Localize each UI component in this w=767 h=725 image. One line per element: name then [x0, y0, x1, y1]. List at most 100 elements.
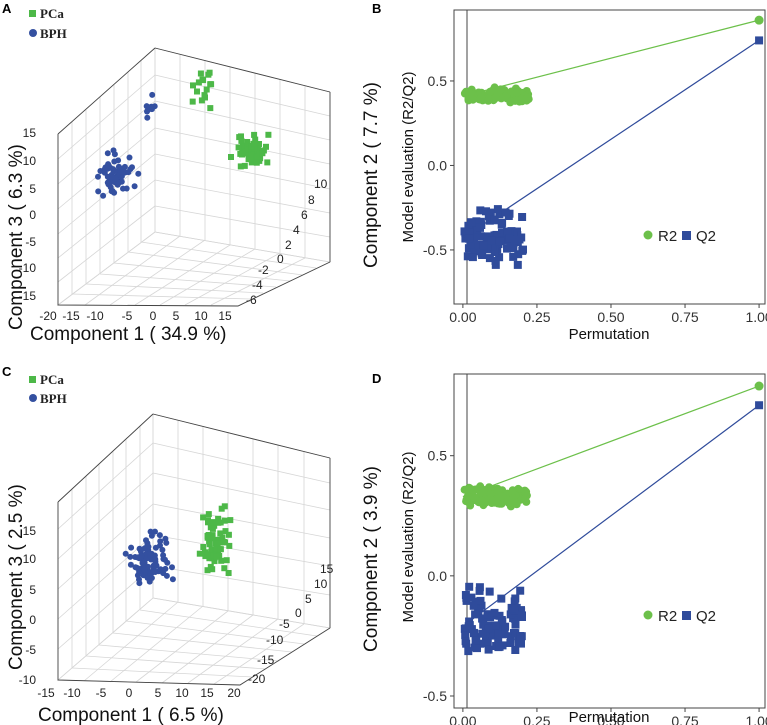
- bph-point: [125, 169, 132, 176]
- pca-point: [221, 517, 228, 524]
- x-tick-label: 0.75: [671, 309, 698, 325]
- panel-c-3d-grid: [56, 413, 332, 686]
- pca-point: [211, 522, 218, 529]
- pca-point: [226, 542, 233, 549]
- pca-point: [259, 150, 266, 157]
- pca-point: [236, 134, 243, 141]
- x-tick-label: 1.00: [745, 309, 767, 325]
- q2-point: [497, 594, 506, 603]
- q2-point: [518, 613, 526, 621]
- legend-r2-marker: [643, 230, 653, 240]
- panel-a-legend: PCa BPH: [29, 6, 67, 41]
- legend-r2-label: R2: [658, 228, 677, 245]
- y-tick-label: -0.5: [423, 242, 447, 258]
- bph-point: [152, 569, 159, 575]
- x-tick-label: 0.75: [671, 713, 698, 725]
- pca-point: [208, 546, 215, 553]
- panel-a-xtick: 10: [194, 309, 208, 323]
- panel-a-points: [95, 69, 272, 199]
- q2-point: [465, 621, 474, 630]
- bph-point: [128, 544, 135, 551]
- q2-point: [511, 236, 520, 244]
- panel-c-xtick: -10: [63, 686, 81, 700]
- q2-point: [486, 629, 495, 637]
- legend-bph-marker: [29, 394, 37, 402]
- panel-d-x-label: Permutation: [569, 709, 650, 725]
- q2-point: [490, 627, 499, 636]
- q2-point: [510, 597, 519, 606]
- bph-point: [169, 564, 175, 571]
- bph-point: [126, 154, 133, 161]
- legend-pca-label: PCa: [40, 6, 64, 21]
- bph-point: [110, 166, 117, 173]
- panel-a-xtick: -10: [86, 309, 104, 323]
- panel-a-xtick: -15: [62, 309, 80, 323]
- panel-a-ytick: 0: [277, 252, 284, 266]
- q2-line: [462, 404, 760, 627]
- pca-point: [200, 77, 207, 84]
- pca-point: [203, 86, 210, 93]
- legend-q2-label: Q2: [696, 228, 716, 245]
- x-tick-label: 0.50: [597, 309, 624, 325]
- pca-point: [217, 546, 224, 553]
- panel-c-legend: PCa BPH: [29, 372, 67, 406]
- panel-c-xtick: 0: [126, 686, 133, 700]
- panel-a-z-label: Component 3 ( 6.3 %): [6, 144, 27, 330]
- bph-point: [95, 173, 101, 180]
- pca-point: [190, 82, 196, 89]
- pca-point: [223, 557, 230, 564]
- q2-point: [463, 252, 472, 261]
- q2-point: [514, 250, 523, 259]
- panel-c-points: [122, 503, 234, 587]
- q2-point: [490, 608, 499, 617]
- pca-point: [215, 519, 222, 526]
- bph-point: [127, 553, 134, 560]
- q2-point: [471, 610, 480, 619]
- bph-point: [146, 578, 153, 585]
- q2-point: [478, 629, 487, 638]
- bph-point: [151, 552, 158, 559]
- panel-b: B 0.00 0.25 0.50 0.75 1.00 0.5 0.0 -0.5 Model e…: [361, 1, 767, 343]
- pca-point: [209, 532, 216, 539]
- pca-point: [217, 530, 224, 537]
- q2-point: [485, 254, 494, 263]
- pca-point: [239, 151, 245, 158]
- pca-point: [194, 88, 200, 95]
- pca-point: [252, 136, 259, 143]
- pca-point: [218, 557, 225, 564]
- panel-c-ytick: -20: [248, 672, 266, 686]
- panel-c-ztick: 10: [23, 552, 37, 566]
- q2-point: [462, 639, 471, 648]
- q2-point: [496, 622, 505, 631]
- q2-point: [506, 639, 515, 647]
- panel-a-ytick: -2: [258, 263, 269, 277]
- pca-point: [263, 143, 269, 150]
- panel-a-ztick: 0: [29, 208, 36, 222]
- panel-c-xtick: 10: [175, 686, 189, 700]
- panel-a-ytick: 8: [308, 193, 315, 207]
- pca-point: [253, 159, 260, 166]
- pca-point: [218, 505, 225, 512]
- q2-point: [508, 604, 517, 613]
- pca-point: [227, 517, 234, 524]
- pca-point: [204, 567, 211, 574]
- pca-point: [197, 70, 204, 77]
- pca-point: [206, 538, 213, 545]
- panel-c-z-ticks: 15 10 5 0 -5 -10: [19, 524, 37, 687]
- panel-a-x-label: Component 1 ( 34.9 %): [30, 324, 226, 345]
- legend-box: [638, 604, 698, 626]
- pca-point: [250, 140, 257, 147]
- panel-a-y-ticks: -6 -4 -2 0 2 4 6 8 10: [246, 177, 328, 307]
- q2-point: [465, 228, 474, 237]
- q2-point: [488, 242, 497, 251]
- q2-point: [476, 217, 485, 226]
- legend-q2-marker: [682, 231, 691, 240]
- q2-point: [467, 218, 476, 227]
- panel-c-ztick: -5: [25, 643, 36, 657]
- q2-point: [517, 233, 526, 242]
- panel-c-xtick: 20: [227, 686, 241, 700]
- bph-point: [135, 170, 142, 177]
- bph-point: [144, 114, 151, 121]
- panel-b-letter: B: [372, 1, 381, 16]
- pca-point: [235, 144, 242, 151]
